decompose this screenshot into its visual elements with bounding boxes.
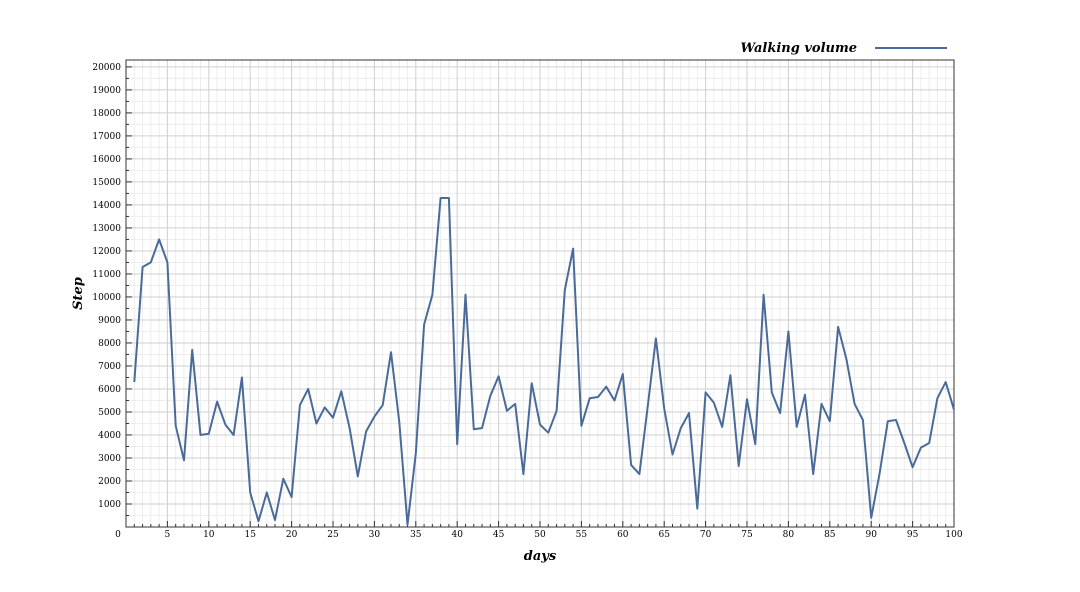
- x-tick-label: 85: [824, 530, 836, 540]
- y-tick-label: 7000: [98, 362, 121, 372]
- x-tick-label: 0: [115, 530, 121, 540]
- x-tick-label: 75: [741, 530, 753, 540]
- y-tick-label: 6000: [98, 385, 121, 395]
- x-tick-label: 45: [493, 530, 505, 540]
- x-tick-label: 55: [576, 530, 588, 540]
- x-tick-label: 5: [165, 530, 171, 540]
- x-tick-label: 35: [410, 530, 422, 540]
- x-tick-label: 15: [244, 530, 256, 540]
- series-line-walking-volume: [133, 197, 955, 526]
- x-tick-label: 30: [369, 530, 381, 540]
- y-tick-label: 17000: [92, 132, 121, 142]
- axis-ticks: [125, 66, 955, 527]
- x-tick-label: 70: [700, 530, 712, 540]
- series-layer: [133, 197, 955, 526]
- x-tick-label: 10: [203, 530, 215, 540]
- x-tick-label: 65: [658, 530, 670, 540]
- y-tick-label: 19000: [92, 86, 121, 96]
- y-tick-label: 3000: [98, 454, 121, 464]
- x-tick-label: 60: [617, 530, 629, 540]
- x-tick-label: 40: [451, 530, 463, 540]
- y-tick-label: 4000: [98, 431, 121, 441]
- y-tick-label: 20000: [92, 63, 121, 73]
- x-tick-label: 50: [534, 530, 546, 540]
- x-tick-label: 95: [907, 530, 919, 540]
- y-tick-label: 8000: [98, 339, 121, 349]
- y-tick-label: 14000: [92, 201, 121, 211]
- y-tick-label: 12000: [92, 247, 121, 257]
- y-axis-tick-labels: 1000 2000 3000 4000 5000 6000 7000 8000 9000 1000…: [92, 63, 121, 510]
- y-axis-title: Step: [71, 277, 86, 310]
- y-tick-label: 10000: [92, 293, 121, 303]
- y-tick-label: 13000: [92, 224, 121, 234]
- x-tick-label: 90: [865, 530, 877, 540]
- y-tick-label: 15000: [92, 178, 121, 188]
- x-tick-label: 20: [286, 530, 298, 540]
- x-axis-title: days: [524, 549, 557, 564]
- y-tick-label: 1000: [98, 500, 121, 510]
- y-tick-label: 11000: [92, 270, 121, 280]
- y-tick-label: 16000: [92, 155, 121, 165]
- y-tick-label: 9000: [98, 316, 121, 326]
- x-tick-label: 25: [327, 530, 339, 540]
- major-gridlines: [126, 60, 954, 527]
- legend-label-walking-volume: Walking volume: [741, 41, 858, 56]
- legend: Walking volume: [741, 41, 947, 56]
- y-tick-label: 2000: [98, 477, 121, 487]
- y-tick-label: 18000: [92, 109, 121, 119]
- y-tick-label: 5000: [98, 408, 121, 418]
- x-tick-label: 80: [783, 530, 795, 540]
- x-tick-label: 100: [945, 530, 962, 540]
- x-axis-tick-labels: 0 5 10 15 20 25 30 35 40 45 50 55 60 65 70 75 80 85 90 95 10…: [115, 530, 963, 540]
